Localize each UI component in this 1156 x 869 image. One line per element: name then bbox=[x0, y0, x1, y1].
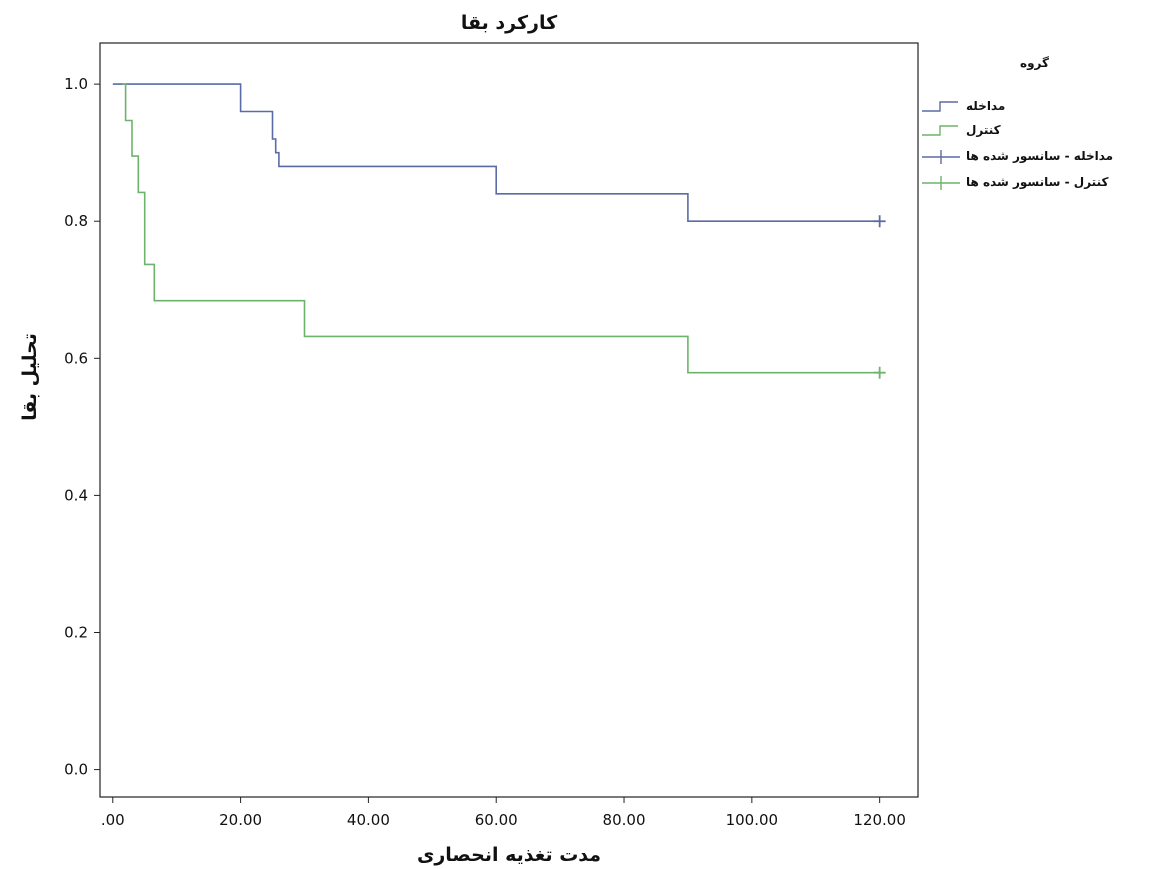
survival-line-intervention bbox=[112, 83, 880, 222]
x-tick-label: 80.00 bbox=[603, 811, 646, 829]
y-tick-label: 0.6 bbox=[64, 349, 88, 367]
legend-label-control: کنترل bbox=[966, 123, 1001, 137]
legend-label-intervention: مداخله bbox=[966, 99, 1006, 113]
legend-item-control: کنترل bbox=[918, 120, 1154, 142]
legend-censored-swatch-control bbox=[922, 176, 960, 190]
y-tick-label: 1.0 bbox=[64, 75, 88, 93]
censor-mark-intervention bbox=[873, 215, 886, 228]
legend-label-intervention-censored: مداخله - سانسور شده ها bbox=[966, 149, 1114, 163]
y-tick-label: 0.0 bbox=[64, 761, 88, 779]
legend-step-swatch-control bbox=[922, 125, 958, 136]
chart-title: کارکرد بقا bbox=[460, 12, 558, 34]
x-tick-label: 40.00 bbox=[347, 811, 390, 829]
plot-frame bbox=[99, 42, 919, 798]
legend-title: گروه bbox=[1020, 56, 1049, 70]
y-tick-label: 0.8 bbox=[64, 212, 88, 230]
x-axis-label: مدت تغذیه انحصاری bbox=[416, 844, 602, 866]
legend-item-control-censored: کنترل - سانسور شده ها bbox=[918, 172, 1154, 194]
x-tick-label: 20.00 bbox=[219, 811, 262, 829]
survival-line-control bbox=[122, 83, 880, 374]
legend-label-control-censored: کنترل - سانسور شده ها bbox=[966, 175, 1109, 189]
legend-item-intervention-censored: مداخله - سانسور شده ها bbox=[918, 146, 1154, 168]
y-tick-label: 0.4 bbox=[64, 486, 88, 504]
x-tick-label: 100.00 bbox=[726, 811, 779, 829]
legend-item-intervention: مداخله bbox=[918, 96, 1154, 118]
legend-censored-swatch-intervention bbox=[922, 150, 960, 164]
legend-step-swatch-intervention bbox=[922, 101, 958, 112]
y-tick-label: 0.2 bbox=[64, 623, 88, 641]
x-tick-label: .00 bbox=[101, 811, 125, 829]
x-tick-label: 60.00 bbox=[475, 811, 518, 829]
x-tick-label: 120.00 bbox=[853, 811, 906, 829]
censor-mark-control bbox=[873, 366, 886, 379]
